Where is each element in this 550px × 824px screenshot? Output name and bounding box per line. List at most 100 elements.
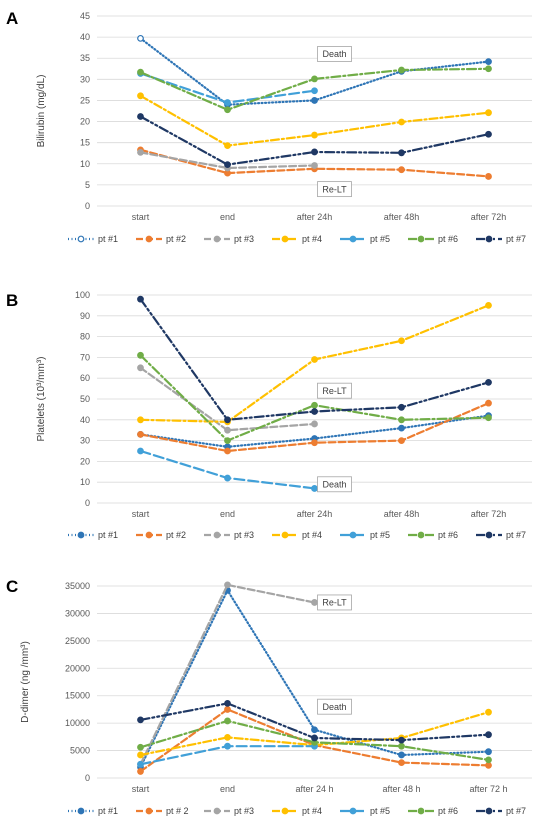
- legend-label: pt #1: [98, 806, 118, 816]
- annotation-label: Death: [322, 479, 346, 489]
- panel-label: B: [6, 291, 18, 310]
- data-point: [485, 378, 492, 386]
- y-tick-label: 20: [80, 117, 90, 127]
- legend-swatch-marker: [145, 531, 153, 539]
- data-point: [137, 351, 144, 359]
- data-point: [398, 416, 405, 424]
- data-point: [311, 408, 318, 415]
- legend-label: pt #3: [234, 234, 254, 244]
- annotation-box: [317, 698, 352, 715]
- legend-swatch-marker: [77, 807, 85, 815]
- x-tick-label: end: [220, 509, 235, 519]
- data-point: [485, 65, 492, 73]
- y-tick-label: 40: [80, 415, 90, 425]
- data-point: [311, 97, 318, 104]
- y-tick-label: 100: [75, 290, 90, 300]
- y-tick-label: 30: [80, 74, 90, 84]
- data-point: [311, 131, 318, 139]
- legend: pt #1 pt # 2 pt #3 pt #4 pt #5 pt #6 pt #7: [68, 806, 526, 816]
- y-tick-label: 0: [85, 498, 90, 508]
- legend-item: pt #1: [68, 234, 118, 244]
- y-tick-label: 80: [80, 332, 90, 342]
- data-point: [311, 75, 318, 83]
- legend-swatch-marker: [417, 235, 425, 243]
- annotation-label: Re-LT: [322, 598, 347, 608]
- x-tick-label: after 48h: [384, 212, 420, 222]
- data-point: [311, 734, 318, 742]
- x-tick-label: after 48h: [384, 509, 420, 519]
- legend-label: pt #5: [370, 530, 390, 540]
- legend-item: pt #6: [408, 530, 458, 540]
- data-point: [224, 581, 231, 589]
- data-point: [485, 173, 492, 180]
- annotation-box: [317, 382, 352, 399]
- series-line: [139, 115, 490, 166]
- data-point: [224, 742, 231, 750]
- legend-item: pt #5: [340, 806, 390, 816]
- data-point: [398, 66, 405, 74]
- data-point: [224, 142, 231, 150]
- annotation-label: Death: [322, 702, 346, 712]
- legend-item: pt #2: [136, 530, 186, 540]
- data-point: [398, 337, 405, 345]
- panel-label: C: [6, 577, 18, 596]
- y-tick-label: 15000: [65, 691, 90, 701]
- legend-label: pt #2: [166, 530, 186, 540]
- legend-swatch-marker: [213, 235, 221, 243]
- chart-panel-c: C 0 5000 10000 15000 20000 25000 30000 35000 star…: [6, 577, 532, 816]
- y-tick-label: 30: [80, 436, 90, 446]
- legend-label: pt #6: [438, 530, 458, 540]
- y-tick-label: 40: [80, 32, 90, 42]
- data-point: [224, 106, 231, 114]
- data-point: [485, 399, 492, 407]
- x-tick-label: after 48 h: [382, 784, 420, 794]
- data-point: [311, 401, 318, 409]
- y-tick-label: 20: [80, 456, 90, 466]
- series-7: [137, 295, 492, 424]
- series-7: [137, 699, 492, 744]
- series-3: [137, 364, 318, 434]
- annotation-label: Re-LT: [322, 184, 347, 194]
- legend-label: pt #7: [506, 530, 526, 540]
- annotation-label: Death: [322, 49, 346, 59]
- y-axis-title: D-dimer (ng /mm³): [20, 641, 31, 723]
- legend-swatch-marker: [349, 235, 357, 243]
- legend-label: pt #1: [98, 530, 118, 540]
- legend-item: pt #6: [408, 806, 458, 816]
- legend-item: pt #5: [340, 530, 390, 540]
- legend-swatch-marker: [281, 235, 289, 243]
- legend-label: pt #6: [438, 806, 458, 816]
- y-tick-label: 5000: [70, 746, 90, 756]
- data-point: [137, 716, 144, 724]
- data-point: [398, 742, 405, 750]
- y-axis-title: Platelets (10³/mm³): [36, 356, 47, 441]
- data-point: [137, 760, 144, 768]
- data-point: [224, 426, 231, 434]
- data-point: [224, 734, 231, 741]
- data-point: [137, 743, 144, 751]
- data-point: [137, 295, 144, 303]
- data-point: [485, 414, 492, 422]
- data-point: [311, 726, 318, 734]
- data-point: [311, 87, 318, 95]
- series-5: [137, 742, 318, 768]
- data-point: [398, 424, 405, 432]
- legend-swatch-marker: [213, 807, 221, 815]
- legend-label: pt #3: [234, 806, 254, 816]
- legend-swatch-marker: [77, 531, 85, 539]
- data-point: [485, 731, 492, 739]
- legend-item: pt #5: [340, 234, 390, 244]
- legend-item: pt # 2: [136, 806, 189, 816]
- legend-swatch-marker: [485, 807, 493, 815]
- y-tick-label: 10: [80, 159, 90, 169]
- x-tick-label: after 72h: [471, 212, 507, 222]
- legend-swatch-marker: [145, 235, 153, 243]
- data-point: [485, 761, 492, 769]
- y-tick-label: 35: [80, 53, 90, 63]
- legend-label: pt #5: [370, 234, 390, 244]
- y-tick-label: 50: [80, 394, 90, 404]
- y-tick-label: 5: [85, 180, 90, 190]
- data-point: [311, 485, 318, 492]
- legend-label: pt #4: [302, 530, 322, 540]
